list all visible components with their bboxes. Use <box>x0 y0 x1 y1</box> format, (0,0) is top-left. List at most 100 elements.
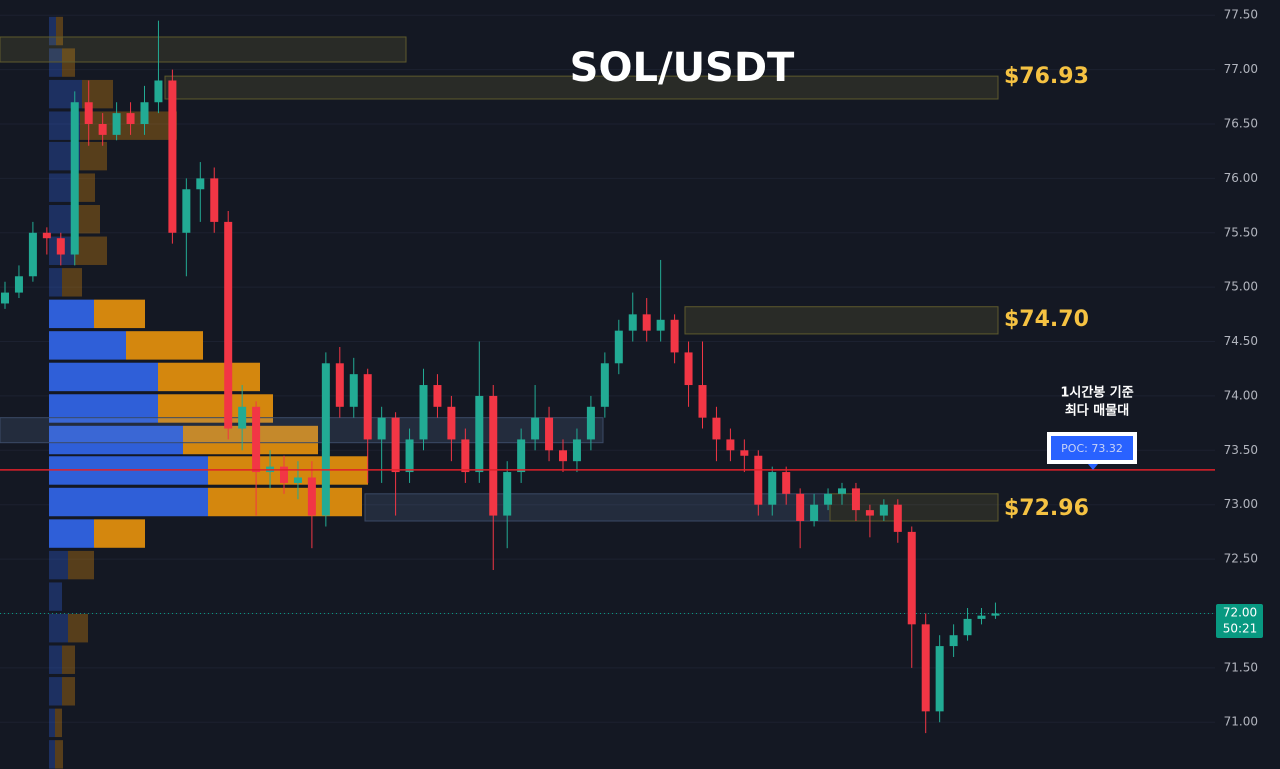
candle-body <box>865 510 874 516</box>
candle-body <box>796 493 805 522</box>
profile-buy <box>49 487 208 517</box>
candle-body <box>517 439 526 473</box>
candle-body <box>461 439 470 473</box>
candle-body <box>963 618 972 636</box>
zone <box>164 75 999 100</box>
candle-body <box>196 178 205 190</box>
candle-body <box>907 531 916 625</box>
candle-body <box>586 406 595 440</box>
candle-body <box>475 395 484 473</box>
candle-body <box>307 477 316 516</box>
candle-body <box>893 504 902 532</box>
candle-body <box>991 613 1000 616</box>
profile-sell <box>74 173 95 202</box>
profile-buy <box>49 519 94 548</box>
profile-buy <box>49 740 55 769</box>
profile-sell <box>94 519 145 548</box>
profile-sell <box>208 487 362 517</box>
candle-body <box>879 504 888 516</box>
candle-body <box>684 352 693 386</box>
candle-body <box>321 363 330 516</box>
candle-body <box>377 417 386 440</box>
last-price-label: 72.00 <box>1223 606 1257 620</box>
candle-body <box>349 374 358 407</box>
candle-body <box>56 238 65 255</box>
candle-body <box>433 385 442 407</box>
profile-buy <box>49 425 183 455</box>
candle-body <box>419 385 428 440</box>
candle-body <box>1 292 9 304</box>
candle-body <box>642 314 651 331</box>
candle-body <box>335 363 344 407</box>
profile-sell <box>55 740 63 769</box>
candle-body <box>252 406 261 473</box>
y-tick-label: 76.00 <box>1224 171 1258 185</box>
candle-body <box>405 439 414 473</box>
profile-buy <box>49 613 68 643</box>
y-tick-label: 75.50 <box>1224 225 1258 239</box>
candle-body <box>754 455 763 505</box>
y-tick-label: 71.00 <box>1224 715 1258 729</box>
zone <box>364 493 831 522</box>
candle-body <box>726 439 735 451</box>
candle-body <box>614 330 623 364</box>
candle-body <box>391 417 400 473</box>
candle-body <box>14 276 23 293</box>
zone-label: $74.70 <box>1004 307 1089 332</box>
candle-body <box>656 319 665 331</box>
profile-sell <box>56 16 63 46</box>
candle-body <box>851 488 860 511</box>
candle-body <box>921 624 930 712</box>
y-tick-label: 73.50 <box>1224 443 1258 457</box>
profile-buy <box>49 645 62 674</box>
candle-body <box>28 232 37 277</box>
profile-buy <box>49 299 94 329</box>
profile-buy <box>49 708 55 738</box>
candle-body <box>280 466 288 483</box>
y-tick-label: 74.00 <box>1224 388 1258 402</box>
zone <box>684 306 999 335</box>
profile-sell <box>74 236 107 265</box>
candle-body <box>154 80 163 103</box>
zone <box>0 36 407 63</box>
candle-body <box>112 113 121 135</box>
y-tick-label: 74.50 <box>1224 334 1258 348</box>
profile-buy <box>49 677 62 706</box>
candle-body <box>740 450 749 456</box>
poc-label: POC: 73.32 <box>1061 442 1123 455</box>
profile-buy <box>49 362 158 392</box>
profile-sell <box>183 425 318 455</box>
profile-buy <box>49 173 74 202</box>
candle-body <box>42 232 51 239</box>
candle-body <box>698 385 707 418</box>
profile-buy <box>49 48 62 77</box>
profile-sell <box>94 299 145 329</box>
chart-title: SOL/USDT <box>570 45 795 91</box>
zone <box>0 417 604 444</box>
candle-body <box>768 472 777 505</box>
countdown: 50:21 <box>1223 622 1258 636</box>
candle-body <box>140 102 149 124</box>
profile-sell <box>126 331 203 360</box>
candle-body <box>572 439 581 462</box>
candle-body <box>503 472 512 516</box>
y-tick-label: 75.00 <box>1224 280 1258 294</box>
candle-body <box>810 504 819 522</box>
candle-body <box>447 406 456 440</box>
profile-sell <box>68 550 94 580</box>
profile-sell <box>55 708 62 738</box>
candle-body <box>489 395 498 516</box>
candle-body <box>238 406 247 429</box>
profile-sell <box>62 268 82 297</box>
candle-body <box>782 472 791 494</box>
profile-sell <box>62 48 75 77</box>
y-tick-label: 71.50 <box>1224 660 1258 674</box>
candle-body <box>670 319 679 353</box>
poc-pointer <box>1088 464 1098 470</box>
profile-sell <box>62 645 75 674</box>
y-tick-label: 77.50 <box>1224 8 1258 22</box>
candle-body <box>628 314 637 331</box>
zone-label: $72.96 <box>1004 496 1089 521</box>
y-tick-label: 72.50 <box>1224 552 1258 566</box>
